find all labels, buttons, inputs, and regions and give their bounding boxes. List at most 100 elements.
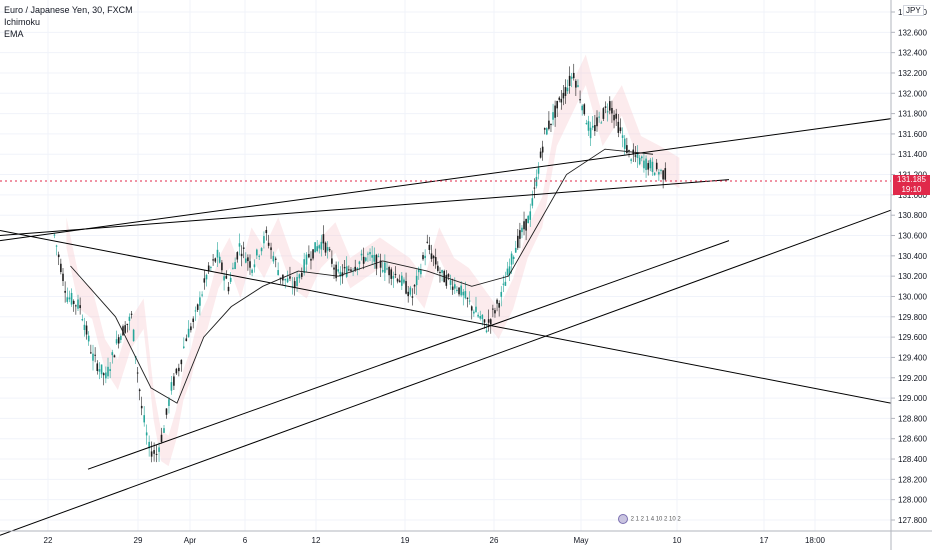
candle-body [473, 311, 475, 314]
candle-body [626, 145, 628, 154]
candle-body [664, 168, 667, 180]
candle-body [596, 117, 598, 127]
indicator-ichimoku-label[interactable]: Ichimoku [4, 17, 41, 27]
currency-label[interactable]: JPY [903, 5, 924, 16]
candle-body [115, 339, 118, 344]
candle-body [236, 252, 239, 260]
price-tick-label: 129.200 [898, 374, 927, 383]
candle-body [60, 263, 62, 273]
candle-body [331, 258, 333, 264]
candle-body [589, 127, 592, 139]
price-tick-label: 129.600 [898, 333, 927, 342]
price-tick-label: 128.600 [898, 435, 927, 444]
candle-body [225, 275, 228, 279]
candle-body [587, 121, 590, 131]
candle-body [437, 265, 439, 271]
time-tick-label: 22 [44, 536, 53, 545]
symbol-title[interactable]: Euro / Japanese Yen, 30, FXCM [4, 5, 133, 15]
candle-body [388, 267, 390, 276]
economic-events[interactable]: 2 1 2 1 4 10 2 10 2 [618, 514, 681, 524]
candle-body [535, 176, 538, 187]
candle-body [350, 269, 352, 271]
trendline[interactable] [0, 209, 892, 536]
candle-body [364, 257, 367, 261]
candle-body [623, 138, 626, 149]
candle-body [617, 121, 620, 133]
candle-body [124, 325, 126, 333]
candle-body [487, 319, 490, 323]
candle-body [145, 432, 148, 436]
trendline[interactable] [0, 229, 892, 404]
candle-body [310, 258, 312, 261]
trendlines[interactable] [0, 118, 892, 536]
candle-body [260, 248, 263, 252]
candle-body [514, 247, 517, 253]
candle-body [339, 271, 342, 277]
candle-body [479, 316, 482, 319]
candle-body [201, 294, 203, 296]
candle-body [187, 328, 190, 338]
price-tick-label: 127.800 [898, 516, 927, 525]
candle-body [126, 323, 129, 325]
candle-body [460, 285, 462, 296]
candle-body [312, 249, 314, 259]
candle-body [496, 299, 498, 304]
last-price-badge: 131.185 19:10 [893, 175, 930, 195]
candle-body [205, 274, 208, 280]
candle-body [240, 253, 243, 257]
candle-body [529, 211, 532, 220]
candle-body [120, 335, 122, 340]
indicator-ema-label[interactable]: EMA [4, 29, 24, 39]
candle-body [314, 242, 316, 253]
candle-body [512, 256, 515, 260]
candle-body [581, 105, 583, 111]
candle-body [203, 278, 206, 283]
candle-body [301, 272, 303, 277]
price-axis[interactable]: 132.800132.600132.400132.200132.000131.8… [891, 8, 927, 525]
candle-body [232, 267, 234, 269]
candle-body [165, 408, 168, 415]
time-tick-label: 17 [760, 536, 769, 545]
trendline[interactable] [87, 240, 730, 470]
price-tick-label: 128.400 [898, 455, 927, 464]
candle-body [475, 306, 477, 313]
candle-body [140, 405, 143, 409]
candle-body [655, 162, 658, 170]
candle-body [500, 291, 503, 297]
candle-body [263, 236, 265, 244]
candle-body [401, 275, 403, 286]
candle-body [94, 354, 96, 356]
price-tick-label: 129.000 [898, 394, 927, 403]
candle-body [322, 234, 325, 244]
trendline[interactable] [0, 179, 730, 237]
candle-body [117, 337, 120, 344]
candle-body [413, 285, 416, 287]
candle-body [102, 373, 105, 376]
candle-body [289, 276, 291, 279]
candle-body [96, 363, 99, 371]
candle-body [468, 300, 471, 302]
candle-body [424, 255, 426, 259]
candle-body [449, 280, 452, 285]
trendline[interactable] [0, 118, 892, 242]
candle-body [183, 346, 185, 348]
candle-body [143, 415, 145, 423]
candle-body [504, 281, 507, 286]
price-tick-label: 130.400 [898, 252, 927, 261]
candle-body [585, 123, 588, 125]
time-axis[interactable]: 22 29 Apr 6 12 19 26 May 10 17 18:00 [44, 536, 826, 545]
candle-body [100, 364, 103, 375]
candle-body [611, 107, 613, 114]
event-icon[interactable] [618, 514, 628, 524]
price-tick-label: 132.400 [898, 49, 927, 58]
price-tick-label: 131.800 [898, 110, 927, 119]
candle-body [148, 441, 150, 449]
candle-body [308, 253, 310, 258]
candle-body [428, 244, 431, 250]
candle-body [377, 256, 380, 258]
candle-body [651, 161, 654, 172]
candle-body [214, 258, 217, 262]
candle-body [619, 127, 622, 132]
candle-body [296, 277, 298, 286]
